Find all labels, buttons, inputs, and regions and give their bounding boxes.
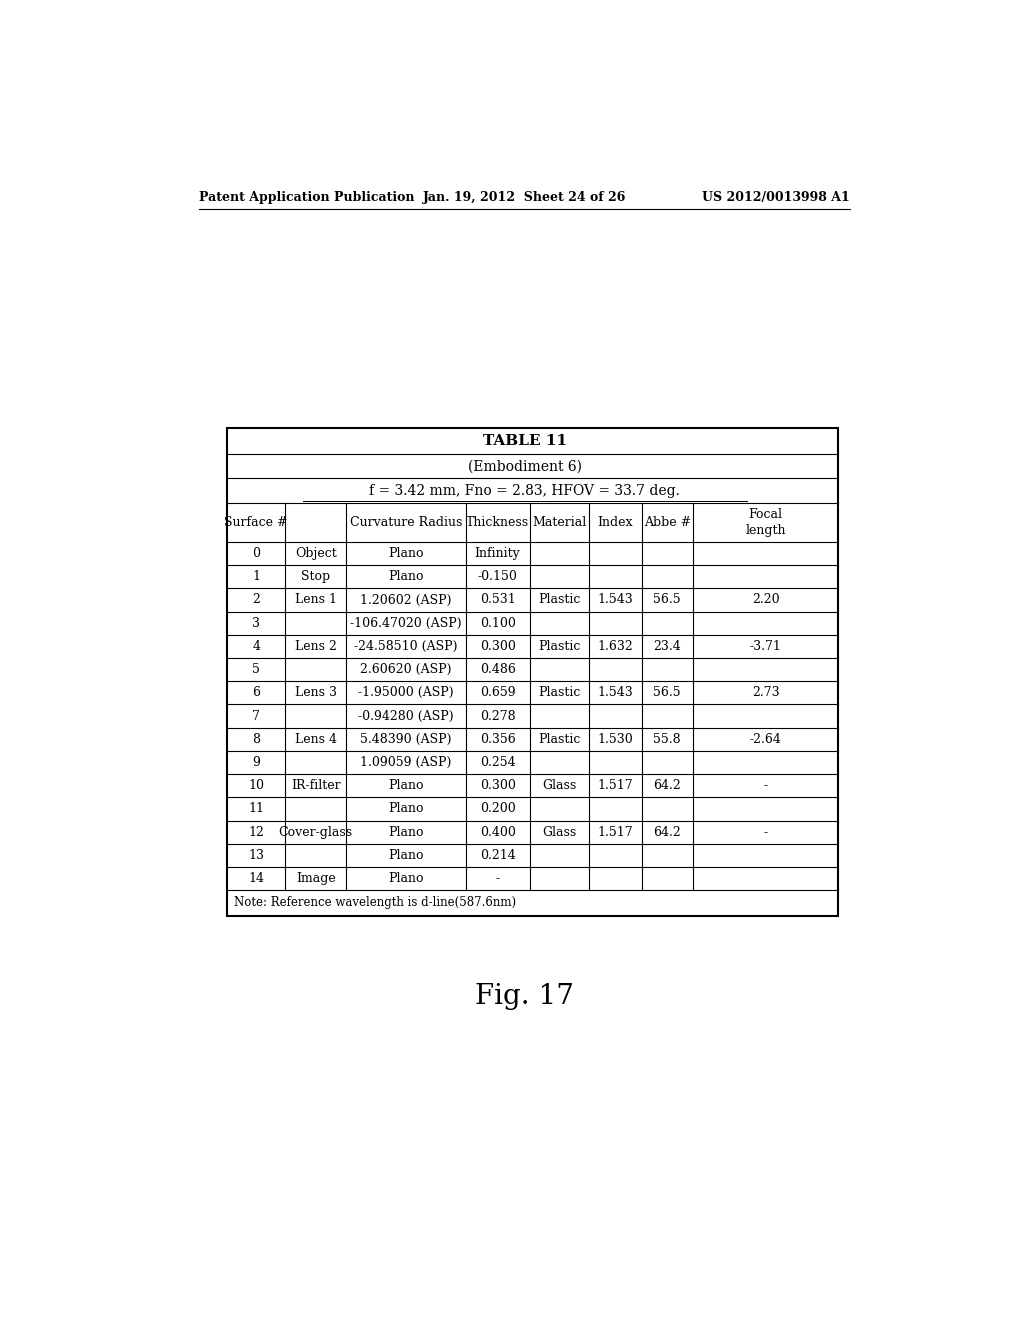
Text: Lens 3: Lens 3	[295, 686, 337, 700]
Text: Object: Object	[295, 546, 337, 560]
Text: -: -	[764, 779, 768, 792]
Text: Index: Index	[597, 516, 633, 529]
Text: Glass: Glass	[542, 826, 577, 838]
Text: Thickness: Thickness	[466, 516, 529, 529]
Text: 13: 13	[248, 849, 264, 862]
Text: 5: 5	[252, 663, 260, 676]
Text: 0.254: 0.254	[480, 756, 515, 770]
Text: Plastic: Plastic	[539, 594, 581, 606]
Text: Fig. 17: Fig. 17	[475, 983, 574, 1010]
Text: 64.2: 64.2	[653, 826, 681, 838]
Text: Jan. 19, 2012  Sheet 24 of 26: Jan. 19, 2012 Sheet 24 of 26	[423, 190, 627, 203]
Text: -3.71: -3.71	[750, 640, 781, 653]
Text: 2.60620 (ASP): 2.60620 (ASP)	[360, 663, 452, 676]
Text: Plano: Plano	[388, 826, 424, 838]
Text: Surface #: Surface #	[224, 516, 288, 529]
Text: 0.300: 0.300	[479, 640, 515, 653]
Text: 1.543: 1.543	[597, 686, 633, 700]
Text: 7: 7	[252, 710, 260, 722]
Text: 56.5: 56.5	[653, 594, 681, 606]
Bar	[227, 428, 839, 916]
Text: Curvature Radius: Curvature Radius	[350, 516, 462, 529]
Text: 55.8: 55.8	[653, 733, 681, 746]
Text: Note: Reference wavelength is d-line(587.6nm): Note: Reference wavelength is d-line(587…	[233, 896, 516, 909]
Text: 1.20602 (ASP): 1.20602 (ASP)	[360, 594, 452, 606]
Text: US 2012/0013998 A1: US 2012/0013998 A1	[702, 190, 850, 203]
Text: Plastic: Plastic	[539, 686, 581, 700]
Text: Plano: Plano	[388, 873, 424, 886]
Text: 0.659: 0.659	[480, 686, 515, 700]
Text: Plano: Plano	[388, 546, 424, 560]
Text: 8: 8	[252, 733, 260, 746]
Text: 0.100: 0.100	[479, 616, 515, 630]
Text: Plano: Plano	[388, 779, 424, 792]
Text: 12: 12	[248, 826, 264, 838]
Text: 2.73: 2.73	[752, 686, 779, 700]
Text: TABLE 11: TABLE 11	[482, 434, 567, 447]
Text: Glass: Glass	[542, 779, 577, 792]
Text: 1: 1	[252, 570, 260, 583]
Text: Patent Application Publication: Patent Application Publication	[200, 190, 415, 203]
Text: 3: 3	[252, 616, 260, 630]
Text: 1.632: 1.632	[597, 640, 633, 653]
Text: 10: 10	[248, 779, 264, 792]
Text: -: -	[764, 826, 768, 838]
Text: 56.5: 56.5	[653, 686, 681, 700]
Text: 4: 4	[252, 640, 260, 653]
Text: Lens 2: Lens 2	[295, 640, 337, 653]
Text: 0.356: 0.356	[479, 733, 515, 746]
Text: 1.543: 1.543	[597, 594, 633, 606]
Text: -0.150: -0.150	[477, 570, 517, 583]
Text: 1.530: 1.530	[597, 733, 633, 746]
Text: Lens 4: Lens 4	[295, 733, 337, 746]
Text: 1.09059 (ASP): 1.09059 (ASP)	[360, 756, 452, 770]
Text: 0.200: 0.200	[479, 803, 515, 816]
Text: Lens 1: Lens 1	[295, 594, 337, 606]
Text: 0.486: 0.486	[479, 663, 515, 676]
Text: Focal
length: Focal length	[745, 508, 785, 537]
Text: Abbe #: Abbe #	[644, 516, 691, 529]
Text: 6: 6	[252, 686, 260, 700]
Text: -1.95000 (ASP): -1.95000 (ASP)	[358, 686, 454, 700]
Text: 14: 14	[248, 873, 264, 886]
Text: 11: 11	[248, 803, 264, 816]
Text: -106.47020 (ASP): -106.47020 (ASP)	[350, 616, 462, 630]
Text: Plastic: Plastic	[539, 733, 581, 746]
Text: IR-filter: IR-filter	[291, 779, 341, 792]
Text: 1.517: 1.517	[597, 826, 633, 838]
Text: 9: 9	[252, 756, 260, 770]
Text: f = 3.42 mm, Fno = 2.83, HFOV = 33.7 deg.: f = 3.42 mm, Fno = 2.83, HFOV = 33.7 deg…	[370, 483, 680, 498]
Text: Image: Image	[296, 873, 336, 886]
Text: Stop: Stop	[301, 570, 331, 583]
Text: Cover-glass: Cover-glass	[279, 826, 353, 838]
Text: 23.4: 23.4	[653, 640, 681, 653]
Text: Plano: Plano	[388, 849, 424, 862]
Text: 0.400: 0.400	[479, 826, 515, 838]
Text: 64.2: 64.2	[653, 779, 681, 792]
Text: 0.300: 0.300	[479, 779, 515, 792]
Text: 1.517: 1.517	[597, 779, 633, 792]
Text: 0.278: 0.278	[480, 710, 515, 722]
Text: 2: 2	[252, 594, 260, 606]
Text: (Embodiment 6): (Embodiment 6)	[468, 459, 582, 474]
Text: Material: Material	[532, 516, 587, 529]
Text: Plastic: Plastic	[539, 640, 581, 653]
Text: Infinity: Infinity	[475, 546, 520, 560]
Text: -24.58510 (ASP): -24.58510 (ASP)	[354, 640, 458, 653]
Text: 0.214: 0.214	[479, 849, 515, 862]
Text: Plano: Plano	[388, 803, 424, 816]
Text: -: -	[496, 873, 500, 886]
Text: 5.48390 (ASP): 5.48390 (ASP)	[360, 733, 452, 746]
Text: 0: 0	[252, 546, 260, 560]
Text: Plano: Plano	[388, 570, 424, 583]
Text: -2.64: -2.64	[750, 733, 781, 746]
Text: -0.94280 (ASP): -0.94280 (ASP)	[358, 710, 454, 722]
Text: 0.531: 0.531	[479, 594, 515, 606]
Text: 2.20: 2.20	[752, 594, 779, 606]
